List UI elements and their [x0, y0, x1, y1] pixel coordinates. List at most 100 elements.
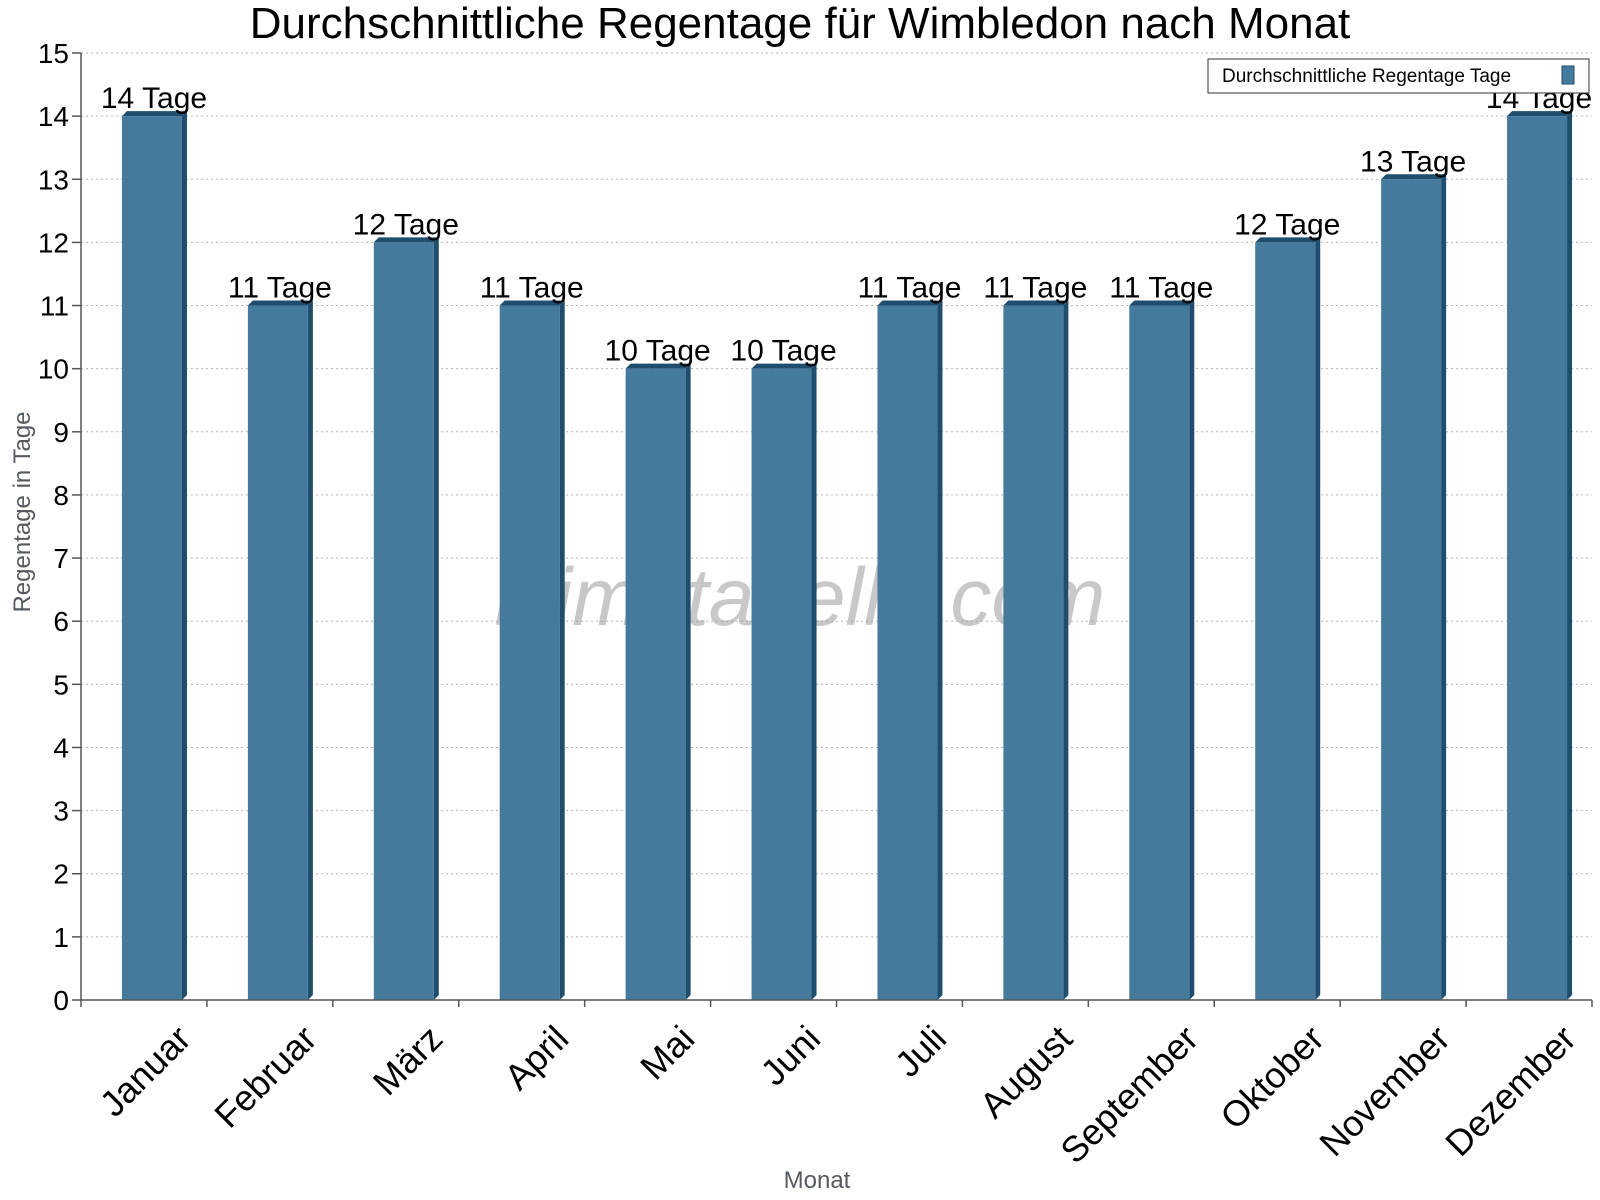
legend-box — [1207, 58, 1590, 94]
y-tick-label: 15 — [38, 38, 69, 69]
y-tick-label: 3 — [53, 796, 69, 827]
data-label: 14 Tage — [101, 82, 207, 115]
bar-front — [1507, 116, 1568, 1001]
bar-front — [751, 368, 812, 1001]
bar — [247, 300, 313, 1000]
bar-top — [1507, 111, 1573, 117]
bar-side — [1567, 111, 1573, 1001]
bar-front — [121, 116, 182, 1001]
bar-side — [1315, 237, 1321, 1000]
bar — [625, 363, 691, 1001]
bar — [877, 300, 943, 1000]
bar — [1381, 174, 1447, 1000]
legend-swatch — [1561, 65, 1575, 85]
x-axis-title: Monat — [784, 1167, 851, 1194]
grid-lines — [81, 52, 1592, 938]
y-tick-label: 8 — [53, 480, 69, 511]
y-tick-label: 4 — [53, 732, 69, 763]
data-label: 11 Tage — [1109, 272, 1213, 305]
y-axis-title: Regentage in Tage — [9, 411, 36, 612]
bar — [751, 363, 817, 1001]
bar-front — [1255, 242, 1316, 1000]
bar-top — [499, 300, 565, 306]
bar — [373, 237, 439, 1000]
bar-front — [1003, 305, 1064, 1000]
x-tick-label: August — [972, 1018, 1080, 1126]
bar — [1003, 300, 1069, 1000]
bar-front — [373, 242, 434, 1000]
data-label: 13 Tage — [1360, 145, 1466, 178]
data-label: 12 Tage — [1234, 208, 1340, 241]
x-tick-label: März — [365, 1018, 451, 1104]
chart-title: Durchschnittliche Regentage für Wimbledo… — [250, 0, 1351, 48]
data-label: 10 Tage — [605, 335, 711, 368]
y-tick-label: 5 — [53, 669, 69, 700]
bar-side — [181, 111, 187, 1001]
data-label: 11 Tage — [983, 272, 1087, 305]
x-tick-label: Dezember — [1437, 1018, 1583, 1164]
bar-front — [877, 305, 938, 1000]
y-tick-label: 9 — [53, 417, 69, 448]
y-tick-label: 7 — [53, 543, 69, 574]
bar-side — [685, 363, 691, 1001]
bar-front — [1381, 179, 1442, 1000]
data-label: 10 Tage — [730, 335, 836, 368]
y-tick-label: 13 — [38, 164, 69, 195]
bar — [1129, 300, 1195, 1000]
x-axis-ticks: Januar Februar März April Mai Juni Juli AugustS… — [80, 1000, 1593, 1172]
y-tick-label: 2 — [53, 859, 69, 890]
y-tick-label: 11 — [40, 291, 69, 322]
x-tick-label: Juli — [887, 1018, 954, 1085]
bar-front — [1129, 305, 1190, 1000]
bar-top — [1129, 300, 1195, 306]
bar-top — [121, 111, 187, 117]
y-tick-label: 14 — [38, 101, 69, 132]
bar-side — [1441, 174, 1447, 1000]
data-label: 12 Tage — [353, 208, 459, 241]
bar-top — [751, 363, 817, 369]
bar — [1507, 111, 1573, 1001]
bar — [1255, 237, 1321, 1000]
data-label: 11 Tage — [480, 272, 584, 305]
bar-front — [625, 368, 686, 1001]
bar-top — [1255, 237, 1321, 243]
bar-series — [121, 111, 1573, 1001]
bar-side — [559, 300, 565, 1000]
x-tick-label: Mai — [632, 1018, 702, 1088]
bar-side — [433, 237, 439, 1000]
bar-side — [307, 300, 313, 1000]
x-tick-label: April — [496, 1018, 576, 1098]
bar-top — [625, 363, 691, 369]
y-tick-label: 6 — [53, 606, 69, 637]
y-tick-label: 0 — [53, 985, 69, 1016]
y-tick-label: 12 — [38, 227, 69, 258]
bar-side — [1063, 300, 1069, 1000]
bar-side — [1189, 300, 1195, 1000]
bar-top — [247, 300, 313, 306]
bar-front — [247, 305, 308, 1000]
bar-front — [499, 305, 560, 1000]
x-tick-label: September — [1052, 1018, 1206, 1172]
data-label: 11 Tage — [857, 272, 961, 305]
bar-side — [811, 363, 817, 1001]
x-tick-label: November — [1311, 1018, 1457, 1164]
bar-top — [877, 300, 943, 306]
x-tick-label: Oktober — [1212, 1018, 1332, 1138]
x-tick-label: Juni — [752, 1018, 828, 1094]
bar-side — [937, 300, 943, 1000]
bar-top — [1003, 300, 1069, 306]
bar — [121, 111, 187, 1001]
data-labels: 14 Tage 11 Tage 12 Tage 11 Tage 10 Tage 10 Ta… — [101, 82, 1592, 368]
data-label: 11 Tage — [228, 272, 332, 305]
bar-top — [1381, 174, 1447, 180]
legend-label: Durchschnittliche Regentage Tage — [1222, 66, 1511, 87]
x-tick-label: Januar — [92, 1018, 199, 1125]
legend: Durchschnittliche Regentage Tage — [1207, 58, 1590, 94]
bar — [499, 300, 565, 1000]
y-tick-label: 1 — [53, 922, 69, 953]
y-tick-label: 10 — [38, 354, 69, 385]
x-tick-label: Februar — [206, 1018, 324, 1136]
